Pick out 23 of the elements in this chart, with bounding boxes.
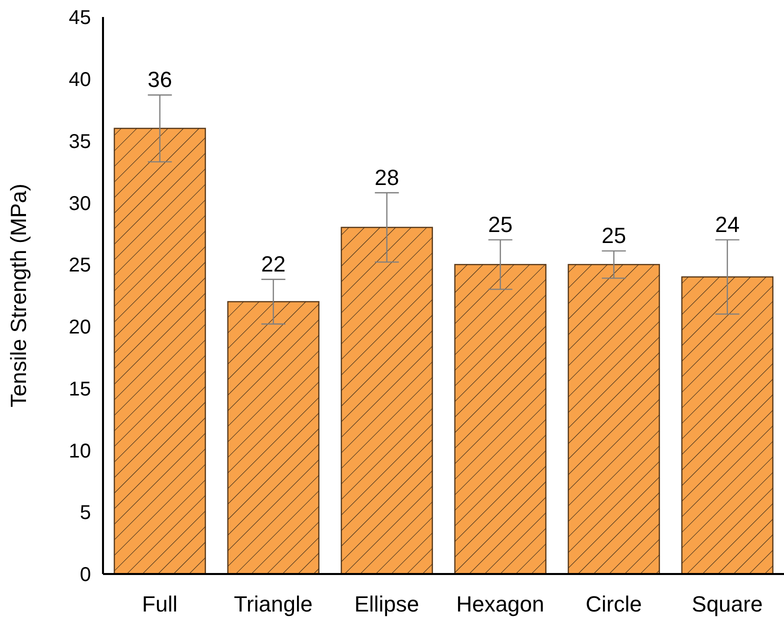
x-tick-label: Triangle [234, 592, 313, 617]
x-tick-label: Square [692, 592, 763, 617]
y-tick-label: 25 [68, 254, 91, 277]
x-tick-label: Ellipse [354, 592, 420, 617]
y-tick-label: 0 [80, 564, 91, 586]
x-tick-label: Full [142, 592, 178, 617]
y-tick-label: 45 [68, 7, 91, 30]
y-tick-label: 15 [68, 378, 91, 400]
x-tick-label: Hexagon [456, 592, 544, 617]
data-label: 25 [488, 212, 513, 237]
y-tick-label: 35 [68, 130, 91, 153]
data-label: 24 [715, 212, 740, 237]
x-tick-label: Circle [586, 592, 642, 617]
y-tick-label: 10 [68, 440, 91, 462]
data-label: 25 [602, 222, 626, 248]
y-axis-title: Tensile Strength (MPa) [6, 184, 31, 408]
y-tick-label: 20 [68, 316, 91, 339]
data-label: 28 [374, 164, 400, 190]
y-tick-label: 40 [68, 68, 91, 91]
y-tick-label: 30 [68, 192, 91, 215]
y-tick-label: 5 [80, 502, 91, 524]
data-label: 36 [148, 66, 172, 92]
data-label: 22 [261, 251, 286, 276]
